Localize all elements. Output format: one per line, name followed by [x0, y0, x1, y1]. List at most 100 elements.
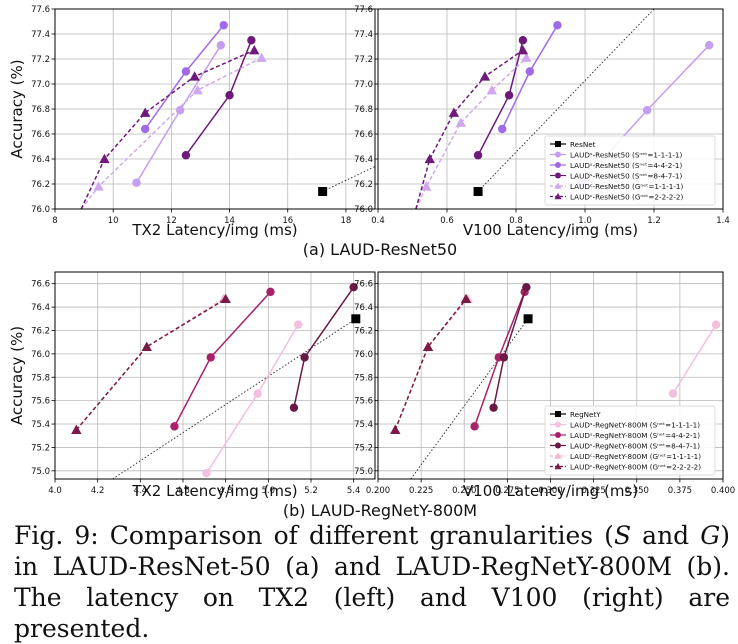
series-line-5	[415, 49, 524, 209]
legend-label: LAUDˢ-RegNetY-800M (Sⁿᵉᵗ=4-4-2-1)	[570, 431, 700, 440]
series-line-3	[492, 286, 528, 408]
series-3-point	[225, 91, 234, 100]
y-tick-label: 75.4	[31, 420, 50, 430]
y-tick-label: 77.0	[31, 80, 50, 90]
plot-area	[80, 21, 375, 209]
y-tick-label: 76.6	[354, 130, 373, 140]
y-tick-label: 75.0	[31, 467, 50, 477]
x-axis-label: V100 Latency/img (ms)	[463, 221, 638, 239]
series-1-point	[668, 389, 678, 398]
series-line-3	[185, 40, 253, 156]
series-3-point	[289, 403, 299, 412]
baseline-point	[351, 314, 361, 324]
x-tick-label: 0.300	[538, 486, 562, 496]
x-tick-label: 0.250	[452, 486, 476, 496]
series-3-point	[247, 36, 256, 45]
y-axis-label: Accuracy (%)	[8, 59, 26, 158]
plot-frame	[54, 271, 376, 480]
y-tick-label: 75.2	[354, 443, 373, 453]
y-tick-label: 77.6	[354, 5, 373, 15]
x-tick-label: 0.275	[495, 486, 519, 496]
series-5-point	[424, 153, 435, 164]
y-tick-label: 77.4	[354, 30, 373, 40]
y-tick-label: 75.2	[31, 443, 50, 453]
series-4-point	[192, 85, 203, 95]
series-3-point	[473, 151, 483, 160]
y-tick-label: 76.4	[354, 303, 373, 313]
series-5-point	[189, 71, 200, 81]
plot-frame	[377, 271, 724, 480]
y-tick-label: 76.2	[31, 326, 50, 336]
y-tick-label: 75.0	[354, 467, 373, 477]
y-tick-label: 76.0	[354, 350, 373, 360]
caption-symbol-g: G	[700, 521, 721, 550]
caption-symbol-s: S	[613, 521, 632, 550]
series-line-3	[293, 286, 355, 408]
series-5-point	[448, 107, 460, 117]
series-5-point	[141, 341, 152, 352]
series-5-point	[249, 45, 260, 55]
legend-marker	[554, 182, 562, 189]
series-3-point	[499, 353, 509, 362]
series-5-point	[390, 424, 401, 435]
series-3-point	[349, 283, 358, 292]
legend-marker	[555, 432, 561, 438]
x-tick-label: 5.4	[347, 486, 361, 496]
chart-regnet-v100: 0.200 0.225 0.250 0.275 0.300 0.325 0.350 0.375…	[354, 271, 735, 500]
x-tick-label: 10	[108, 216, 119, 226]
series-3-point	[300, 353, 309, 362]
x-tick-label: 0.350	[625, 486, 649, 496]
plot-area	[71, 283, 361, 479]
series-5-point	[422, 341, 434, 352]
subtitle-a: (a) LAUD-ResNet50	[303, 240, 457, 259]
baseline-point	[523, 314, 533, 324]
figure-canvas: (a) LAUD-ResNet50 (b) LAUD-RegNetY-800M …	[8, 5, 735, 520]
series-line-5	[394, 298, 467, 431]
x-tick-label: 12	[166, 216, 177, 226]
y-tick-label: 77.4	[31, 30, 50, 40]
legend-marker	[555, 162, 561, 168]
legend-label: RegNetY	[570, 410, 601, 419]
series-line-4	[415, 57, 527, 209]
baseline-trend-line	[112, 318, 357, 479]
caption-part-b: and	[631, 521, 701, 550]
series-1-point	[294, 320, 303, 329]
y-tick-label: 76.4	[31, 303, 50, 313]
series-2-point	[553, 21, 562, 30]
x-tick-label: 5.2	[304, 486, 318, 496]
x-axis-label: V100 Latency/img (ms)	[463, 482, 638, 500]
y-tick-label: 77.0	[354, 80, 373, 90]
legend-label: LAUDˢ-ResNet50 (Sⁿᵉᵗ=1-1-1-1)	[570, 150, 682, 159]
y-tick-label: 75.6	[354, 397, 373, 407]
legend-label: LAUDˢ-RegNetY-800M (Sⁿᵉᵗ=8-4-7-1)	[570, 441, 700, 450]
caption-part-a: Fig. 9: Comparison of different granular…	[14, 521, 614, 550]
x-tick-label: 8	[52, 216, 57, 226]
x-tick-label: 5.0	[262, 486, 276, 496]
series-line-1	[672, 324, 717, 394]
y-tick-label: 76.0	[354, 205, 373, 215]
series-3-point	[489, 403, 498, 412]
x-tick-label: 16	[282, 216, 293, 226]
baseline-trend-line	[410, 318, 529, 479]
x-tick-label: 0.200	[366, 486, 390, 496]
legend-marker	[555, 151, 561, 158]
series-2-point	[266, 287, 275, 297]
legend-marker	[554, 192, 562, 200]
series-3-point	[181, 151, 191, 160]
baseline-point	[473, 187, 483, 196]
y-tick-label: 76.4	[354, 155, 373, 165]
legend-marker	[554, 452, 562, 459]
series-5-point	[71, 424, 82, 435]
subtitle-b: (b) LAUD-RegNetY-800M	[283, 501, 477, 520]
figure-caption: Fig. 9: Comparison of different granular…	[14, 520, 730, 644]
y-tick-label: 76.6	[31, 130, 50, 140]
series-4-point	[486, 85, 498, 95]
x-tick-label: 1.2	[647, 216, 661, 226]
y-tick-label: 76.8	[31, 105, 50, 115]
legend-marker	[555, 442, 561, 449]
x-axis-label: TX2 Latency/img (ms)	[131, 221, 297, 239]
legend-marker	[555, 141, 561, 147]
chart-resnet-v100: 0.4 0.6 0.8 1.0 1.2 1.4 76.0 76.2 76.4 76.6 76.8 77…	[354, 5, 730, 239]
series-line-2	[144, 24, 225, 130]
y-tick-label: 76.2	[354, 180, 373, 190]
